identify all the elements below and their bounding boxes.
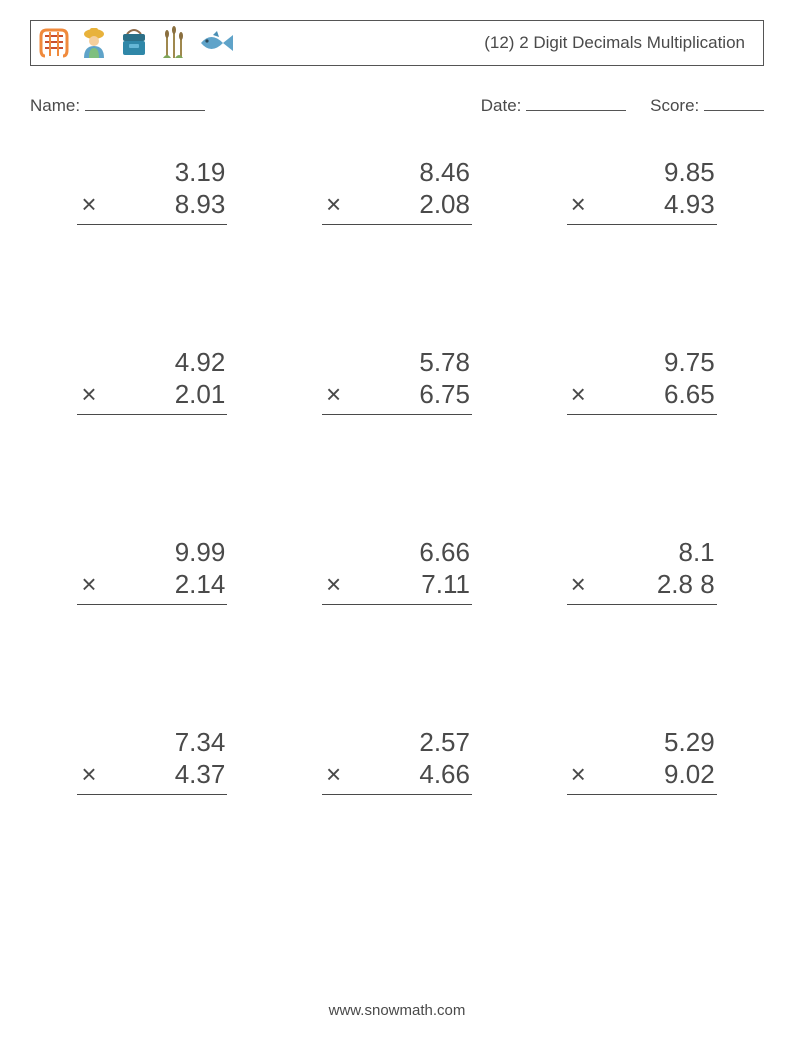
header-box: (12) 2 Digit Decimals Multiplication xyxy=(30,20,764,66)
multiplier-row: × 2.01 xyxy=(77,378,227,415)
problem-stack: 5.29 × 9.02 xyxy=(567,726,717,795)
multiplier-row: × 2.14 xyxy=(77,568,227,605)
operator: × xyxy=(322,568,341,601)
operator: × xyxy=(77,758,96,791)
multiplicand: 8.1 xyxy=(567,536,717,569)
problem-stack: 8.46 × 2.08 xyxy=(322,156,472,225)
multiplier: 7.11 xyxy=(421,568,472,601)
date-label: Date: xyxy=(481,96,522,115)
operator: × xyxy=(567,378,586,411)
multiplier-row: × 6.75 xyxy=(322,378,472,415)
problem: 9.75 × 6.65 xyxy=(519,336,764,526)
multiplicand: 3.19 xyxy=(77,156,227,189)
multiplier-row: × 4.37 xyxy=(77,758,227,795)
multiplier: 4.93 xyxy=(664,188,717,221)
problems-grid: 3.19 × 8.93 8.46 × 2.08 9.85 × xyxy=(30,146,764,906)
multiplier: 8.93 xyxy=(175,188,228,221)
header-icons xyxy=(37,26,235,60)
reeds-icon xyxy=(157,26,191,60)
problem: 9.85 × 4.93 xyxy=(519,146,764,336)
problem: 6.66 × 7.11 xyxy=(275,526,520,716)
score-label: Score: xyxy=(650,96,699,115)
problem: 9.99 × 2.14 xyxy=(30,526,275,716)
multiplier-row: × 6.65 xyxy=(567,378,717,415)
operator: × xyxy=(77,378,96,411)
fish-icon xyxy=(197,29,235,57)
multiplier: 2.14 xyxy=(175,568,228,601)
score-blank[interactable] xyxy=(704,92,764,111)
operator: × xyxy=(567,188,586,221)
multiplicand: 9.99 xyxy=(77,536,227,569)
problem-stack: 3.19 × 8.93 xyxy=(77,156,227,225)
multiplicand: 2.57 xyxy=(322,726,472,759)
problem-stack: 8.1 × 2.8 8 xyxy=(567,536,717,605)
multiplicand: 7.34 xyxy=(77,726,227,759)
problem-stack: 2.57 × 4.66 xyxy=(322,726,472,795)
multiplier: 2.01 xyxy=(175,378,228,411)
problem-stack: 5.78 × 6.75 xyxy=(322,346,472,415)
problem: 2.57 × 4.66 xyxy=(275,716,520,906)
multiplicand: 9.85 xyxy=(567,156,717,189)
multiplicand: 6.66 xyxy=(322,536,472,569)
problem: 8.1 × 2.8 8 xyxy=(519,526,764,716)
cooler-icon xyxy=(117,26,151,60)
multiplicand: 9.75 xyxy=(567,346,717,379)
operator: × xyxy=(567,568,586,601)
problem-stack: 9.85 × 4.93 xyxy=(567,156,717,225)
multiplier: 2.8 8 xyxy=(657,568,717,601)
multiplier: 6.65 xyxy=(664,378,717,411)
multiplicand: 4.92 xyxy=(77,346,227,379)
operator: × xyxy=(322,188,341,221)
multiplier: 2.08 xyxy=(419,188,472,221)
problem-stack: 6.66 × 7.11 xyxy=(322,536,472,605)
date-blank[interactable] xyxy=(526,92,626,111)
meta-row: Name: Date: Score: xyxy=(30,92,764,116)
problem-stack: 9.75 × 6.65 xyxy=(567,346,717,415)
problem: 5.78 × 6.75 xyxy=(275,336,520,526)
multiplier-row: × 4.93 xyxy=(567,188,717,225)
problem-stack: 7.34 × 4.37 xyxy=(77,726,227,795)
problem-stack: 4.92 × 2.01 xyxy=(77,346,227,415)
multiplier-row: × 2.8 8 xyxy=(567,568,717,605)
problem-stack: 9.99 × 2.14 xyxy=(77,536,227,605)
meta-name: Name: xyxy=(30,92,481,116)
operator: × xyxy=(567,758,586,791)
multiplier-row: × 4.66 xyxy=(322,758,472,795)
operator: × xyxy=(322,758,341,791)
multiplier-row: × 8.93 xyxy=(77,188,227,225)
multiplicand: 8.46 xyxy=(322,156,472,189)
multiplier-row: × 7.11 xyxy=(322,568,472,605)
operator: × xyxy=(77,188,96,221)
multiplicand: 5.78 xyxy=(322,346,472,379)
name-blank[interactable] xyxy=(85,92,205,111)
meta-score: Score: xyxy=(650,92,764,116)
multiplier: 4.37 xyxy=(175,758,228,791)
footer-url: www.snowmath.com xyxy=(0,1002,794,1019)
problem: 5.29 × 9.02 xyxy=(519,716,764,906)
multiplier: 6.75 xyxy=(419,378,472,411)
operator: × xyxy=(322,378,341,411)
worksheet-title: (12) 2 Digit Decimals Multiplication xyxy=(484,33,753,53)
fisher-icon xyxy=(77,26,111,60)
problem: 7.34 × 4.37 xyxy=(30,716,275,906)
multiplier-row: × 2.08 xyxy=(322,188,472,225)
meta-date: Date: xyxy=(481,92,626,116)
worksheet-page: (12) 2 Digit Decimals Multiplication Nam… xyxy=(0,0,794,1053)
name-label: Name: xyxy=(30,96,80,115)
problem: 8.46 × 2.08 xyxy=(275,146,520,336)
multiplier: 9.02 xyxy=(664,758,717,791)
multiplier: 4.66 xyxy=(419,758,472,791)
multiplier-row: × 9.02 xyxy=(567,758,717,795)
multiplicand: 5.29 xyxy=(567,726,717,759)
sled-icon xyxy=(37,26,71,60)
problem: 3.19 × 8.93 xyxy=(30,146,275,336)
problem: 4.92 × 2.01 xyxy=(30,336,275,526)
operator: × xyxy=(77,568,96,601)
